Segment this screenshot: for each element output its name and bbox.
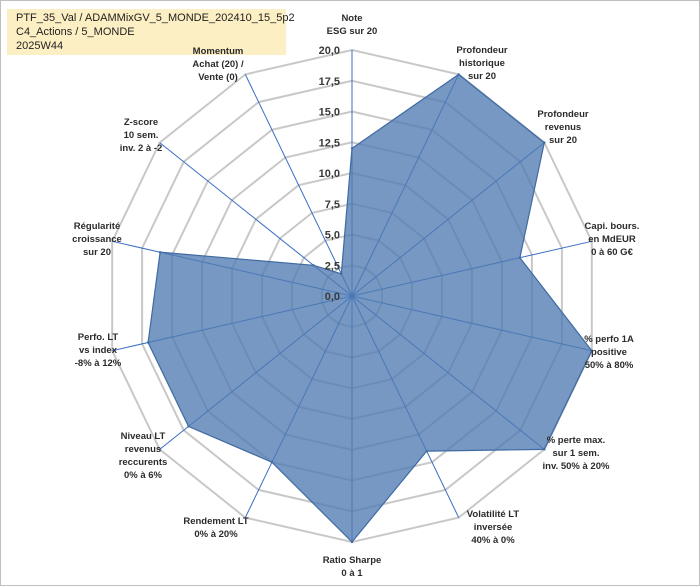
series-point-5 — [543, 448, 546, 451]
axis-label-line: sur 20 — [83, 247, 111, 258]
tick-label: 12,5 — [319, 137, 340, 149]
axis-label-12: Z-score 10 sem. inv. 2 à -2 — [120, 117, 163, 154]
tick-label: 5,0 — [325, 230, 340, 242]
axis-label-line: vs index — [79, 345, 118, 356]
axis-label-line: 40% à 0% — [471, 535, 515, 546]
spoke-13 — [244, 74, 353, 297]
axis-label-11: Régularité croissance sur 20 — [72, 221, 122, 258]
axis-label-line: 0 à 60 G€ — [591, 247, 633, 258]
tick-label: 15,0 — [319, 107, 340, 119]
axis-label-0: Note ESG sur 20 — [327, 13, 378, 37]
series-point-3 — [518, 256, 522, 259]
axis-label-13: Momentum Achat (20) / Vente (0) — [192, 46, 244, 83]
axis-label-line: -8% à 12% — [75, 358, 122, 369]
axis-label-line: 10 sem. — [124, 130, 159, 141]
axis-label-line: % perte max. — [547, 435, 606, 446]
series-point-7 — [350, 540, 354, 544]
axis-label-line: Momentum — [193, 46, 244, 57]
axis-label-9: Niveau LT revenus reccurents 0% à 6% — [119, 431, 168, 481]
axis-label-line: croissance — [72, 234, 122, 245]
axis-label-line: positive — [591, 347, 627, 358]
axis-label-line: Note — [341, 13, 362, 24]
tick-label: 10,0 — [319, 168, 340, 180]
axis-label-8: Rendement LT 0% à 20% — [183, 516, 248, 540]
axis-label-line: 0% à 6% — [124, 470, 163, 481]
axis-label-line: Rendement LT — [183, 516, 248, 527]
axis-label-line: % perfo 1A — [584, 334, 634, 345]
tick-label: 0,0 — [325, 291, 340, 303]
axis-label-line: Z-score — [124, 117, 158, 128]
series-point-6 — [425, 449, 428, 453]
axis-label-line: revenus — [545, 122, 581, 133]
axis-label-line: sur 20 — [468, 71, 496, 82]
series-point-1 — [457, 73, 460, 76]
axis-label-6: Volatilité LT inversée 40% à 0% — [467, 509, 520, 546]
axis-label-line: ESG sur 20 — [327, 26, 378, 37]
axis-label-line: Profondeur — [456, 45, 507, 56]
axis-label-2: Profondeur revenus sur 20 — [537, 109, 588, 146]
axis-label-line: inv. 2 à -2 — [120, 143, 163, 154]
series-point-11 — [158, 251, 162, 254]
title-line-1: PTF_35_Val / ADAMMixGV_5_MONDE_202410_15… — [16, 12, 295, 24]
axis-label-line: Volatilité LT — [467, 509, 520, 520]
radar-tick-labels: 0,0 2,5 5,0 7,5 10,0 12,5 15,0 17,5 20,0 — [319, 45, 340, 303]
axis-label-line: 0 à 1 — [341, 568, 363, 579]
series-point-0 — [350, 147, 354, 150]
axis-label-line: Ratio Sharpe — [323, 555, 382, 566]
axis-label-line: en MdEUR — [588, 234, 636, 245]
tick-label: 7,5 — [325, 199, 340, 211]
axis-label-line: Vente (0) — [198, 72, 238, 83]
series-point-4 — [590, 349, 593, 352]
axis-label-line: sur 20 — [549, 135, 577, 146]
series-point-2 — [543, 141, 546, 144]
axis-label-line: inversée — [474, 522, 513, 533]
axis-label-line: Perfo. LT — [78, 332, 119, 343]
axis-label-line: reccurents — [119, 457, 168, 468]
series-point-9 — [187, 425, 190, 428]
tick-label: 17,5 — [319, 76, 340, 88]
series-point-13 — [340, 272, 343, 275]
axis-label-10: Perfo. LT vs index -8% à 12% — [75, 332, 122, 369]
axis-label-7: Ratio Sharpe 0 à 1 — [323, 555, 382, 579]
axis-label-line: 0% à 20% — [194, 529, 238, 540]
axis-label-line: sur 1 sem. — [553, 448, 600, 459]
tick-label: 20,0 — [319, 45, 340, 57]
axis-label-1: Profondeur historique sur 20 — [456, 45, 507, 82]
series-point-12 — [312, 264, 315, 267]
title-line-3: 2025W44 — [16, 40, 64, 52]
axis-label-line: Niveau LT — [121, 431, 166, 442]
tick-label: 2,5 — [325, 260, 340, 272]
axis-label-line: Achat (20) / — [192, 59, 244, 70]
radar-axis-labels: Note ESG sur 20 Profondeur historique sur 20… — [72, 13, 639, 579]
axis-label-line: Profondeur — [537, 109, 588, 120]
axis-label-line: inv. 50% à 20% — [543, 461, 610, 472]
radar-series — [146, 73, 593, 544]
title-line-2: C4_Actions / 5_MONDE — [16, 26, 135, 38]
axis-label-5: % perte max. sur 1 sem. inv. 50% à 20% — [543, 435, 610, 472]
title-box: PTF_35_Val / ADAMMixGV_5_MONDE_202410_15… — [7, 9, 295, 55]
series-area — [147, 73, 593, 543]
series-point-8 — [270, 461, 274, 464]
series-point-10 — [146, 341, 150, 344]
axis-label-line: historique — [459, 58, 505, 69]
axis-label-line: Régularité — [74, 221, 120, 232]
axis-label-line: 50% à 80% — [585, 360, 634, 371]
axis-label-4: % perfo 1A positive 50% à 80% — [584, 334, 634, 371]
axis-label-line: revenus — [125, 444, 161, 455]
axis-label-3: Capi. bours. en MdEUR 0 à 60 G€ — [585, 221, 640, 258]
axis-label-line: Capi. bours. — [585, 221, 640, 232]
